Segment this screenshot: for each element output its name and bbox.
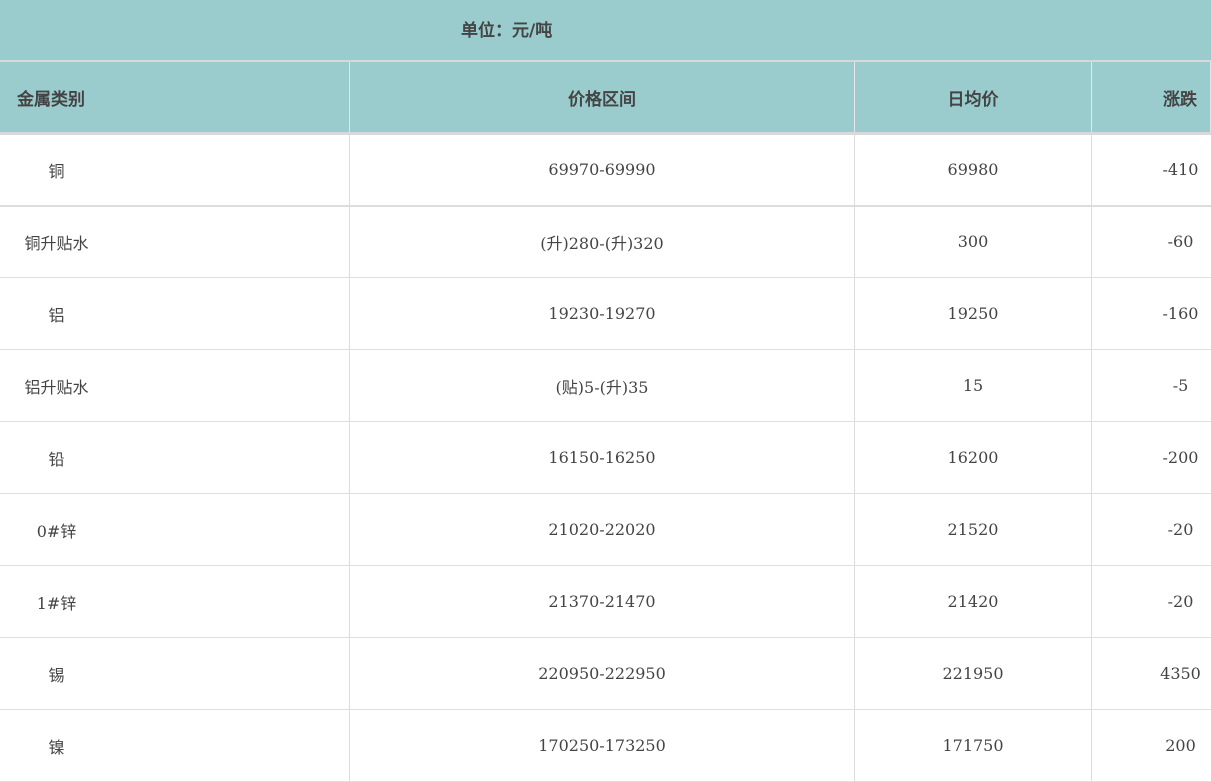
price-range-cell: 220950-222950 <box>350 638 855 709</box>
price-range-cell: 170250-173250 <box>350 710 855 781</box>
table-row: 铝 19230-19270 19250 -160 <box>0 278 1211 350</box>
table-row: 0#锌 21020-22020 21520 -20 <box>0 494 1211 566</box>
change-cell: 4350 <box>1160 664 1201 683</box>
table-row: 锡 220950-222950 221950 4350 <box>0 638 1211 710</box>
price-range-cell: 21370-21470 <box>350 566 855 637</box>
price-range-cell: (升)280-(升)320 <box>350 206 855 277</box>
header-avg-price: 日均价 <box>855 62 1092 132</box>
header-metal-type: 金属类别 <box>0 62 350 132</box>
metal-type-cell: 铝升贴水 <box>0 350 350 421</box>
price-range-cell: 69970-69990 <box>350 134 855 205</box>
header-change: 涨跌 <box>1092 62 1211 132</box>
metal-type-cell: 0#锌 <box>0 494 350 565</box>
table-header: 金属类别 价格区间 日均价 涨跌 <box>0 62 1211 135</box>
table-row: 铜升贴水 (升)280-(升)320 300 -60 <box>0 206 1211 278</box>
avg-price-cell: 171750 <box>855 710 1092 781</box>
metal-type-cell: 1#锌 <box>0 566 350 637</box>
metal-type-cell: 铝 <box>0 278 350 349</box>
metal-type-cell: 铜升贴水 <box>0 206 350 277</box>
metal-type-cell: 镍 <box>0 710 350 781</box>
metal-name: 镍 <box>48 737 65 757</box>
metal-name: 0#锌 <box>36 521 77 541</box>
change-cell: -20 <box>1167 592 1194 611</box>
unit-header: 单位：元/吨 <box>0 0 1211 62</box>
metal-name: 铜升贴水 <box>24 233 89 253</box>
table-row: 铝升贴水 (贴)5-(升)35 15 -5 <box>0 350 1211 422</box>
avg-price-cell: 16200 <box>855 422 1092 493</box>
avg-price-cell: 300 <box>855 206 1092 277</box>
header-price-range: 价格区间 <box>350 62 855 132</box>
metal-name: 铝升贴水 <box>24 377 89 397</box>
price-range-cell: 21020-22020 <box>350 494 855 565</box>
change-cell: -410 <box>1162 160 1199 179</box>
avg-price-cell: 69980 <box>855 134 1092 205</box>
metal-name: 锡 <box>48 665 65 685</box>
metal-type-cell: 锡 <box>0 638 350 709</box>
avg-price-cell: 15 <box>855 350 1092 421</box>
metal-name: 铝 <box>48 305 65 325</box>
unit-label: 单位：元/吨 <box>461 21 553 41</box>
avg-price-cell: 221950 <box>855 638 1092 709</box>
metal-name: 铅 <box>48 449 65 469</box>
metal-type-cell: 铜 <box>0 134 350 205</box>
price-range-cell: (贴)5-(升)35 <box>350 350 855 421</box>
table-row: 镍 170250-173250 171750 200 <box>0 710 1211 782</box>
avg-price-cell: 19250 <box>855 278 1092 349</box>
avg-price-cell: 21520 <box>855 494 1092 565</box>
header-label: 金属类别 <box>17 89 85 110</box>
price-range-cell: 19230-19270 <box>350 278 855 349</box>
change-cell: -200 <box>1162 448 1199 467</box>
change-cell: -5 <box>1172 376 1189 395</box>
metal-type-cell: 铅 <box>0 422 350 493</box>
table-row: 铅 16150-16250 16200 -200 <box>0 422 1211 494</box>
metal-name: 1#锌 <box>36 593 77 613</box>
table-row: 铜 69970-69990 69980 -410 <box>0 134 1211 207</box>
change-cell: -160 <box>1162 304 1199 323</box>
metal-name: 铜 <box>48 161 65 181</box>
change-cell: -60 <box>1167 232 1194 251</box>
avg-price-cell: 21420 <box>855 566 1092 637</box>
price-range-cell: 16150-16250 <box>350 422 855 493</box>
table-row: 1#锌 21370-21470 21420 -20 <box>0 566 1211 638</box>
change-cell: 200 <box>1165 736 1196 755</box>
change-cell: -20 <box>1167 520 1194 539</box>
